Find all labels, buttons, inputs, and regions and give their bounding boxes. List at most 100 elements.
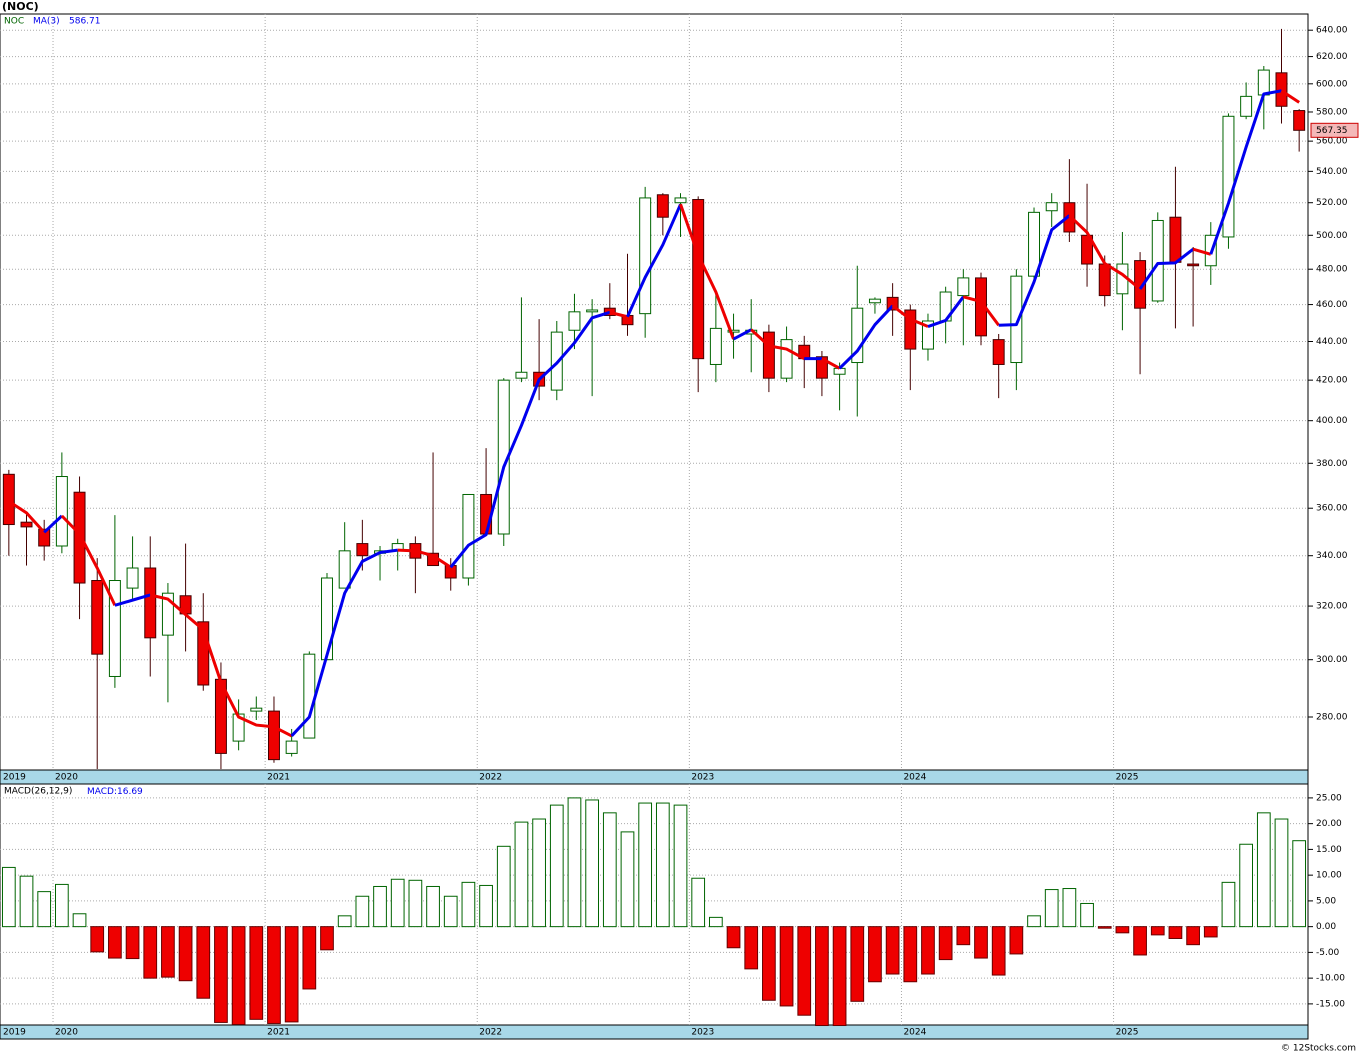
y-tick-label: 15.00	[1316, 845, 1342, 855]
y-tick-label: 320.00	[1316, 602, 1348, 612]
candle-body	[20, 521, 33, 528]
candle-body	[851, 307, 864, 364]
candle-body	[444, 565, 457, 579]
y-tick-label: 500.00	[1316, 231, 1348, 241]
candle-body	[338, 550, 351, 589]
candle-body	[91, 580, 104, 655]
y-tick-label: -10.00	[1316, 974, 1345, 984]
x-tick-label: 2024	[903, 1028, 926, 1038]
ma-line	[397, 548, 452, 569]
x-tick-label: 2021	[267, 1028, 290, 1038]
candle-body	[267, 710, 280, 761]
macd-bar	[691, 877, 706, 928]
macd-bar	[37, 891, 52, 928]
macd-bar	[249, 926, 264, 1020]
macd-bar	[373, 885, 387, 928]
macd-value: 16.69	[117, 787, 143, 797]
ma-line	[750, 328, 805, 360]
macd-bar	[868, 926, 882, 983]
ma-line	[838, 304, 894, 370]
candle-body	[904, 309, 917, 350]
candle-body	[161, 592, 174, 636]
candle-body	[1240, 95, 1253, 117]
macd-bar	[1062, 888, 1077, 928]
y-tick-label: 560.00	[1316, 137, 1348, 147]
ma-line	[1192, 247, 1212, 256]
y-tick-label: 380.00	[1316, 459, 1348, 469]
macd-bar	[514, 821, 529, 928]
macd-bar	[991, 926, 1006, 976]
y-tick-label: 0.00	[1316, 922, 1336, 932]
macd-bar	[532, 818, 546, 928]
legend-symbol: NOC	[4, 17, 24, 27]
legend-ma-value: 586.71	[69, 17, 101, 27]
candle-body	[515, 371, 528, 379]
candle-body	[1187, 263, 1200, 267]
macd-bar	[956, 926, 971, 946]
ma-line	[626, 203, 682, 318]
macd-bar	[125, 926, 140, 960]
y-tick-label: 5.00	[1316, 896, 1336, 906]
x-tick-label: 2020	[55, 1028, 78, 1038]
macd-bar	[443, 895, 458, 928]
y-tick-label: 340.00	[1316, 551, 1348, 561]
macd-bar	[903, 926, 918, 983]
x-tick-label: 2021	[267, 773, 290, 783]
y-tick-label: 640.00	[1316, 26, 1348, 36]
candle-body	[1028, 211, 1041, 277]
macd-bar	[108, 926, 122, 959]
macd-bar	[1150, 926, 1165, 936]
date-band	[0, 769, 1309, 785]
macd-title: MACD(26,12,9)	[4, 787, 72, 797]
macd-bar	[1292, 840, 1307, 928]
macd-bar	[90, 926, 105, 953]
macd-bar	[602, 812, 617, 928]
macd-bar	[779, 926, 794, 1007]
candle-body	[833, 367, 846, 375]
y-tick-label: 300.00	[1316, 655, 1348, 665]
candle-body	[992, 339, 1005, 365]
macd-bar	[143, 926, 158, 979]
ma-line	[449, 310, 611, 569]
ma-line	[609, 310, 628, 319]
x-tick-label: 2022	[479, 1028, 502, 1038]
chart-title: (NOC)	[2, 0, 39, 13]
ma-line	[60, 514, 117, 606]
y-tick-label: 540.00	[1316, 167, 1348, 177]
x-tick-label: 2024	[903, 773, 926, 783]
y-tick-label: 520.00	[1316, 198, 1348, 208]
candle-body	[886, 296, 899, 311]
macd-bar	[709, 916, 723, 928]
candle-body	[1151, 219, 1164, 302]
macd-bar	[231, 926, 246, 1025]
y-tick-label: 620.00	[1316, 52, 1348, 62]
macd-bar	[267, 926, 281, 1024]
x-tick-label: 2019	[3, 773, 26, 783]
macd-bar	[479, 884, 493, 928]
y-tick-label: 460.00	[1316, 300, 1348, 310]
macd-bar	[850, 926, 865, 1002]
macd-bar	[496, 845, 511, 928]
ma-line	[732, 328, 752, 341]
macd-bar	[1097, 926, 1112, 929]
candle-body	[674, 197, 687, 204]
macd-bar	[1239, 843, 1253, 928]
candle-body	[250, 707, 263, 712]
y-tick-label: 20.00	[1316, 819, 1342, 829]
macd-bar	[1221, 881, 1236, 928]
ma-line	[290, 548, 398, 737]
macd-bar	[426, 885, 440, 928]
macd-bar	[1203, 926, 1218, 938]
candle-body	[568, 311, 581, 331]
candle-body	[957, 277, 970, 297]
candle-body	[321, 577, 333, 661]
macd-bar	[832, 926, 847, 1027]
candle-body	[780, 339, 793, 379]
macd-bar	[1, 866, 16, 928]
macd-bar	[1115, 926, 1130, 934]
macd-legend: MACD:16.69	[87, 787, 143, 797]
macd-bar	[655, 802, 670, 928]
candle-body	[1275, 72, 1288, 107]
candle-body	[1293, 110, 1306, 131]
